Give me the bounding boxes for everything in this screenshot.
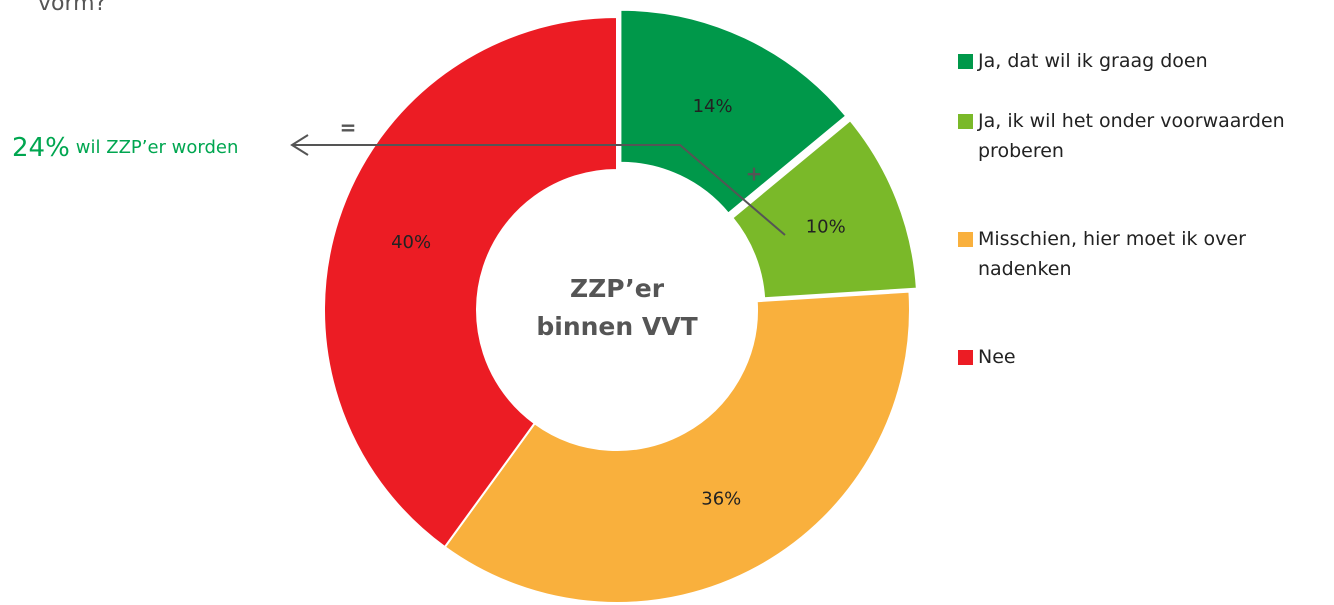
legend-label: Nee — [978, 346, 1016, 368]
slice — [730, 118, 918, 300]
legend-swatch — [958, 232, 973, 247]
annotation: 24% wil ZZP’er worden — [12, 133, 238, 163]
value-label: 14% — [693, 96, 733, 117]
center-label: binnen VVT — [536, 312, 697, 341]
legend-label: Misschien, hier moet ik over nadenken — [978, 228, 1246, 280]
value-label: 36% — [701, 489, 741, 510]
legend-item: Ja, dat wil ik graag doen — [958, 46, 1318, 76]
annotation-big: 24% — [12, 133, 70, 163]
header-text: vorm? — [38, 0, 106, 16]
center-label: ZZP’er — [570, 274, 665, 303]
legend-item: Misschien, hier moet ik over nadenken — [958, 224, 1318, 284]
legend-label: Ja, dat wil ik graag doen — [978, 50, 1208, 72]
arrow — [292, 144, 786, 236]
slice — [323, 15, 618, 549]
equals: = — [340, 116, 357, 140]
legend: Ja, dat wil ik graag doen Ja, ik wil het … — [958, 46, 1318, 372]
legend-swatch — [958, 54, 973, 69]
legend-item: Nee — [958, 342, 1318, 372]
arrow-head — [290, 134, 309, 156]
legend-item: Ja, ik wil het onder voorwaarden probere… — [958, 106, 1318, 166]
annotation-small: wil ZZP’er worden — [76, 137, 239, 158]
plus: + — [746, 162, 763, 186]
legend-swatch — [958, 350, 973, 365]
slice — [619, 8, 848, 215]
legend-label: Ja, ik wil het onder voorwaarden probere… — [978, 110, 1285, 162]
legend-swatch — [958, 114, 973, 129]
value-label: 10% — [806, 216, 846, 237]
value-label: 40% — [391, 232, 431, 253]
slice — [443, 290, 911, 604]
slices — [323, 8, 918, 604]
